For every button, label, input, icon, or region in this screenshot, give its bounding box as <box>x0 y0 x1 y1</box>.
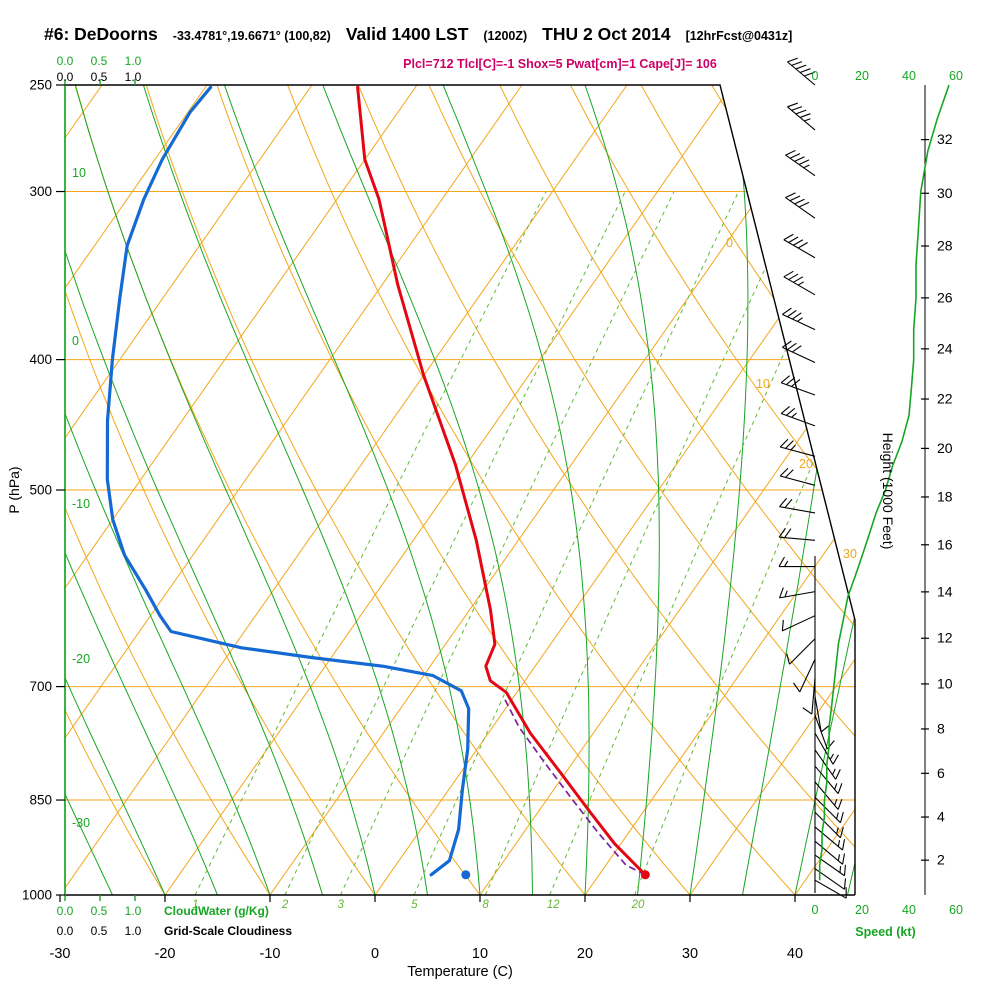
speed-tick-label: 40 <box>902 69 916 83</box>
mixing-ratio-label: 20 <box>631 899 645 911</box>
moist-adiabat-label: -30 <box>72 816 90 830</box>
temp-tick-label: 10 <box>472 946 488 962</box>
temp-tick-label: -20 <box>155 946 176 962</box>
temp-tick-label: 30 <box>682 946 698 962</box>
mixing-ratio-label: 8 <box>482 899 489 911</box>
speed-axis-title: Speed (kt) <box>855 925 916 939</box>
scale-tick: 0.5 <box>90 904 108 918</box>
scale-tick: 1.0 <box>124 70 142 84</box>
mixing-ratio-label: 1 <box>192 899 198 911</box>
parcel-path <box>502 696 646 876</box>
temp-tick-label: 0 <box>371 946 379 962</box>
height-axis-title: Height (1000 Feet) <box>880 432 896 550</box>
scale-tick: 0.0 <box>56 70 74 84</box>
scale-tick: 0.0 <box>56 54 74 68</box>
valid-zulu: (1200Z) <box>483 29 528 43</box>
height-tick-label: 4 <box>937 809 945 825</box>
mixing-ratio-label: 3 <box>338 899 345 911</box>
scale-tick: 1.0 <box>124 924 142 938</box>
station-coords: -33.4781°,19.6671° (100,82) <box>172 29 331 43</box>
height-tick-label: 6 <box>937 765 945 781</box>
speed-tick-label: 20 <box>855 69 869 83</box>
speed-curve <box>818 84 950 881</box>
temp-tick-label: 20 <box>577 946 593 962</box>
isotherm-label: 0 <box>726 236 733 250</box>
speed-tick-label: 60 <box>949 69 963 83</box>
scale-tick: 1.0 <box>124 54 142 68</box>
pressure-axis-title: P (hPa) <box>6 466 22 514</box>
scale-tick: 0.0 <box>56 924 74 938</box>
cloudiness-scale-top: 0.0 0.5 1.0 <box>48 70 150 84</box>
cloudwater-scale-bottom: 0.0 0.5 1.0 CloudWater (g/Kg) <box>48 904 269 918</box>
speed-tick-label: 0 <box>812 69 819 83</box>
scale-tick: 0.5 <box>90 924 108 938</box>
station-title: #6: DeDoorns <box>44 24 158 44</box>
pressure-tick-label: 400 <box>29 352 52 367</box>
temp-tick-label: -10 <box>260 946 281 962</box>
pressure-tick-label: 700 <box>29 679 52 694</box>
moist-adiabat-label: 0 <box>72 334 79 348</box>
pressure-tick-label: 850 <box>29 793 52 808</box>
cloudiness-scale-bottom: 0.0 0.5 1.0 Grid-Scale Cloudiness <box>48 924 292 938</box>
height-tick-label: 12 <box>937 630 953 646</box>
scale-tick: 0.0 <box>56 904 74 918</box>
sounding-curves <box>105 85 650 880</box>
cloudwater-scale-top: 0.0 0.5 1.0 <box>48 54 150 68</box>
height-tick-label: 18 <box>937 488 953 504</box>
mixing-ratio-label: 12 <box>547 899 560 911</box>
pressure-tick-label: 300 <box>29 184 52 199</box>
temperature-curve <box>356 85 647 877</box>
temp-tick-label: 40 <box>787 946 803 962</box>
speed-tick-label: 20 <box>855 903 869 917</box>
height-tick-label: 32 <box>937 131 953 147</box>
isotherm-label: 30 <box>843 547 857 561</box>
cloudiness-label: Grid-Scale Cloudiness <box>164 924 293 938</box>
height-tick-label: 22 <box>937 391 953 407</box>
height-tick-label: 26 <box>937 289 953 305</box>
scale-tick: 1.0 <box>124 904 142 918</box>
pressure-tick-label: 500 <box>29 483 52 498</box>
isotherm-label: 10 <box>756 377 770 391</box>
indices-line: Plcl=712 Tlcl[C]=-1 Shox=5 Pwat[cm]=1 Ca… <box>403 57 717 71</box>
height-tick-label: 30 <box>937 185 953 201</box>
speed-tick-label: 60 <box>949 903 963 917</box>
height-tick-label: 24 <box>937 340 953 356</box>
height-tick-label: 28 <box>937 238 953 254</box>
valid-time: Valid 1400 LST <box>345 24 469 44</box>
height-tick-label: 16 <box>937 536 953 552</box>
speed-tick-label: 40 <box>902 903 916 917</box>
pressure-tick-label: 250 <box>29 78 52 93</box>
height-tick-label: 14 <box>937 583 953 599</box>
pressure-tick-label: 1000 <box>22 888 52 903</box>
mixing-ratio-label: 5 <box>411 899 418 911</box>
height-tick-label: 2 <box>937 852 945 868</box>
mixing-ratio-label: 2 <box>281 899 289 911</box>
isotherm-label: 20 <box>799 457 813 471</box>
surface-dewpoint-dot <box>461 870 471 880</box>
surface-temperature-dot <box>640 870 650 880</box>
skewt-background-grid <box>65 85 855 895</box>
height-tick-label: 10 <box>937 675 953 691</box>
wind-barbs <box>778 57 847 899</box>
dewpoint-curve <box>105 85 471 877</box>
moist-adiabat-label: -20 <box>72 652 90 666</box>
scale-tick: 0.5 <box>90 70 108 84</box>
wind-speed-profile: 0 0 20 20 40 40 60 60 <box>812 69 963 917</box>
moist-adiabat-label: -10 <box>72 497 90 511</box>
valid-date: THU 2 Oct 2014 <box>542 24 671 44</box>
temperature-axis-title: Temperature (C) <box>407 964 513 980</box>
speed-tick-label: 0 <box>812 903 819 917</box>
chart-header: #6: DeDoorns -33.4781°,19.6671° (100,82)… <box>44 24 792 45</box>
cloudwater-label: CloudWater (g/Kg) <box>164 904 269 918</box>
forecast-info: [12hrFcst@0431z] <box>685 29 793 43</box>
moist-adiabat-label: 10 <box>72 166 86 180</box>
height-tick-label: 8 <box>937 720 945 736</box>
height-tick-label: 20 <box>937 440 953 456</box>
temp-tick-label: -30 <box>50 946 71 962</box>
scale-tick: 0.5 <box>90 54 108 68</box>
